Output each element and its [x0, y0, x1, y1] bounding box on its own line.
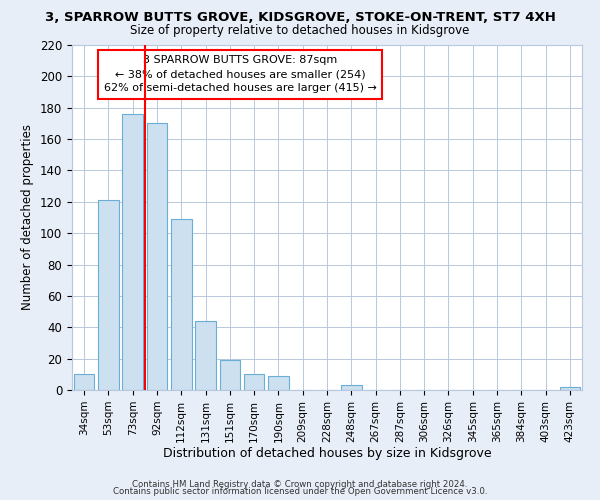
Y-axis label: Number of detached properties: Number of detached properties — [22, 124, 34, 310]
Bar — [98, 200, 119, 390]
Bar — [560, 387, 580, 390]
Bar — [220, 360, 240, 390]
Bar — [122, 114, 143, 390]
Bar — [74, 374, 94, 390]
Bar — [195, 321, 216, 390]
X-axis label: Distribution of detached houses by size in Kidsgrove: Distribution of detached houses by size … — [163, 448, 491, 460]
Bar — [268, 376, 289, 390]
Text: Contains public sector information licensed under the Open Government Licence v3: Contains public sector information licen… — [113, 488, 487, 496]
Bar — [146, 124, 167, 390]
Text: Contains HM Land Registry data © Crown copyright and database right 2024.: Contains HM Land Registry data © Crown c… — [132, 480, 468, 489]
Bar — [244, 374, 265, 390]
Bar — [341, 386, 362, 390]
Bar — [171, 219, 191, 390]
Text: 3, SPARROW BUTTS GROVE, KIDSGROVE, STOKE-ON-TRENT, ST7 4XH: 3, SPARROW BUTTS GROVE, KIDSGROVE, STOKE… — [44, 11, 556, 24]
Text: Size of property relative to detached houses in Kidsgrove: Size of property relative to detached ho… — [130, 24, 470, 37]
Text: 3 SPARROW BUTTS GROVE: 87sqm
← 38% of detached houses are smaller (254)
62% of s: 3 SPARROW BUTTS GROVE: 87sqm ← 38% of de… — [104, 56, 377, 94]
